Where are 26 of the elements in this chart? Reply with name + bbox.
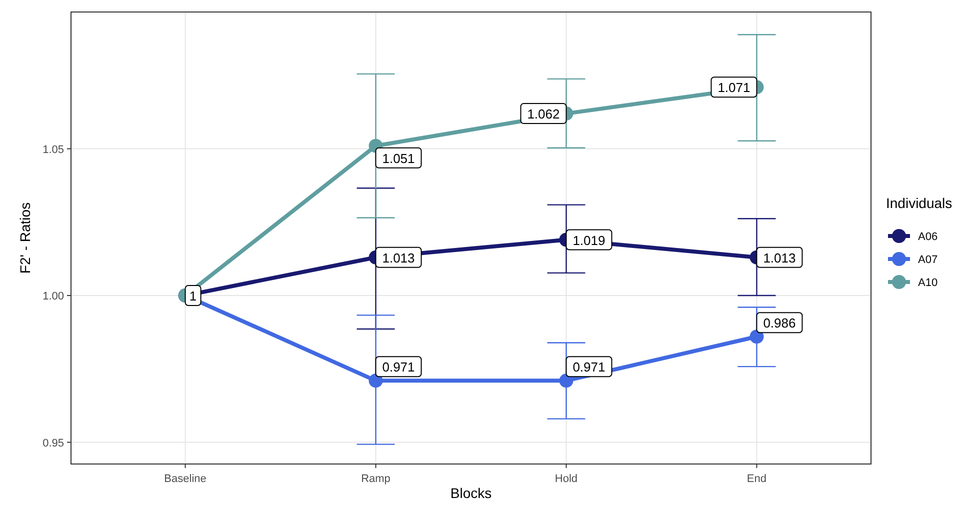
x-tick-label: Baseline [164,473,206,485]
data-label: 0.986 [763,316,796,331]
y-tick-label: 0.95 [42,437,64,450]
x-axis-title: Blocks [450,485,492,501]
point [559,374,574,388]
data-label: 1 [189,288,197,304]
data-label: 1.051 [382,150,415,166]
point [368,374,383,388]
y-axis-title: F2' - Ratios [17,202,33,274]
y-tick-label: 1.00 [42,290,64,303]
legend-label: A06 [918,231,938,243]
data-label: 1.071 [718,80,750,96]
data-label: 0.971 [572,360,606,375]
data-label: 1.062 [527,106,560,122]
data-label: 1.013 [763,250,796,266]
data-label: 1.013 [382,250,415,266]
legend-label: A07 [918,254,938,266]
y-tick-label: 1.05 [42,144,64,156]
legend-label: A10 [918,277,938,289]
x-tick-label: End [746,473,767,485]
x-tick-label: Ramp [361,473,390,485]
point [750,330,764,344]
data-label: 0.971 [382,360,415,375]
x-tick-label: Hold [554,473,578,485]
data-label: 1.019 [572,232,606,248]
legend-title: Individuals [886,195,952,211]
